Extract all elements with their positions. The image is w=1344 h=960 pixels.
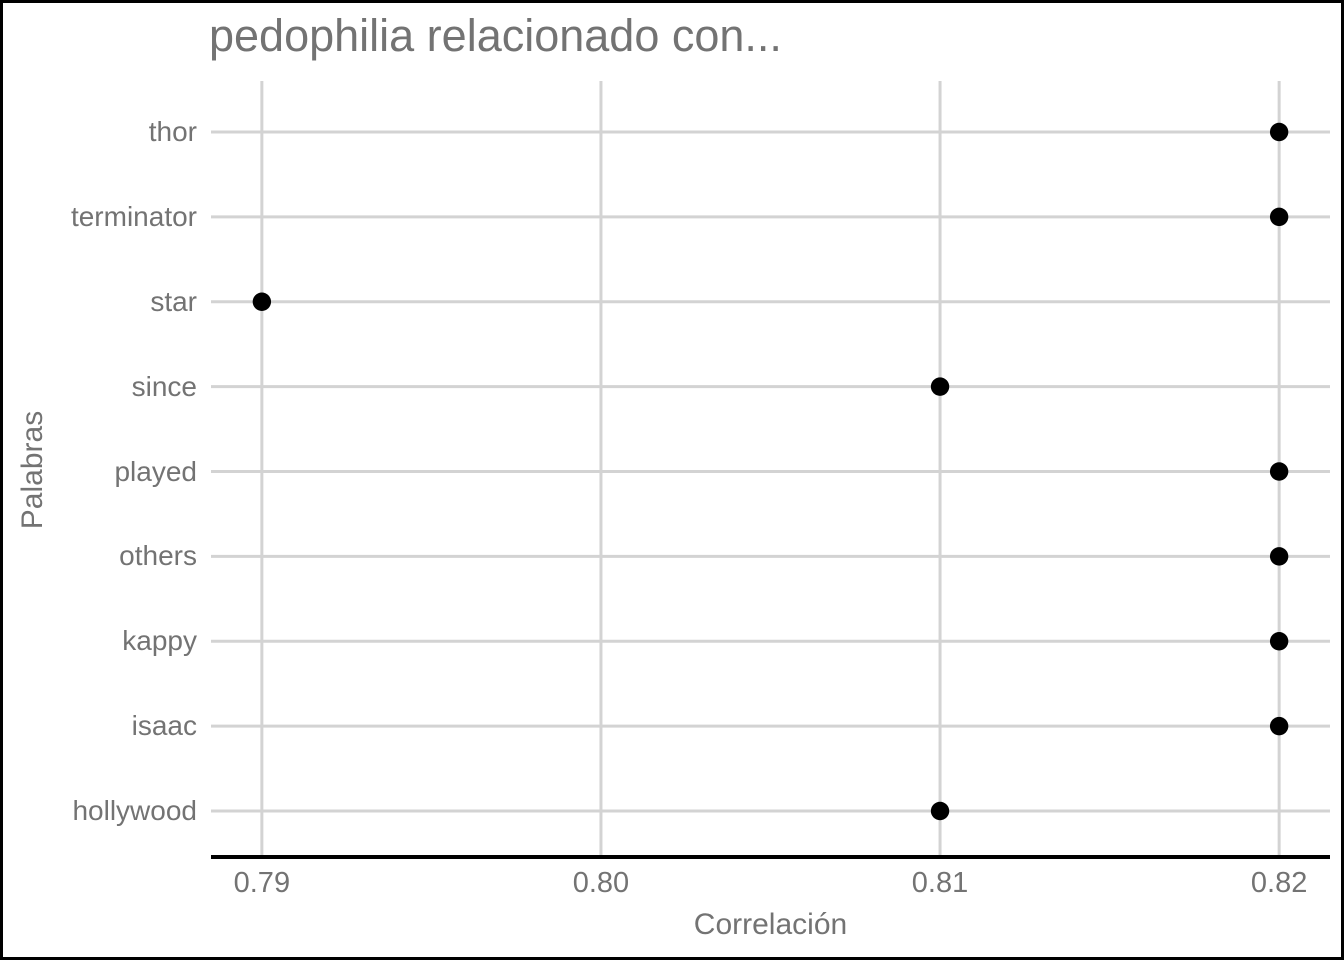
data-point-since <box>930 377 950 396</box>
y-tick-label-hollywood: hollywood <box>72 795 197 826</box>
y-tick-label-kappy: kappy <box>122 625 197 657</box>
y-tick-label-star: star <box>150 285 197 317</box>
data-point-thor <box>1269 122 1289 142</box>
data-point-isaac <box>1269 716 1289 736</box>
y-tick-label-thor: thor <box>148 116 197 147</box>
y-tick-label-terminator: terminator <box>70 200 197 232</box>
chart-title: pedophilia relacionado con... <box>209 10 782 61</box>
data-point-played <box>1269 462 1289 481</box>
data-point-hollywood <box>930 801 950 821</box>
y-tick-label-others: others <box>119 540 197 572</box>
x-tick-label-0.79: 0.79 <box>233 867 291 899</box>
data-point-kappy <box>1269 632 1289 651</box>
data-point-terminator <box>1269 207 1289 227</box>
x-tick-label-0.81: 0.81 <box>911 867 969 899</box>
data-point-others <box>1269 547 1289 566</box>
data-point-star <box>252 292 272 311</box>
x-tick-label-0.80: 0.80 <box>572 867 630 899</box>
y-tick-label-since: since <box>131 370 197 402</box>
y-tick-label-isaac: isaac <box>131 710 197 742</box>
y-tick-label-played: played <box>114 455 197 487</box>
x-tick-label-0.82: 0.82 <box>1250 867 1308 899</box>
x-axis-title: Correlación <box>693 908 848 941</box>
